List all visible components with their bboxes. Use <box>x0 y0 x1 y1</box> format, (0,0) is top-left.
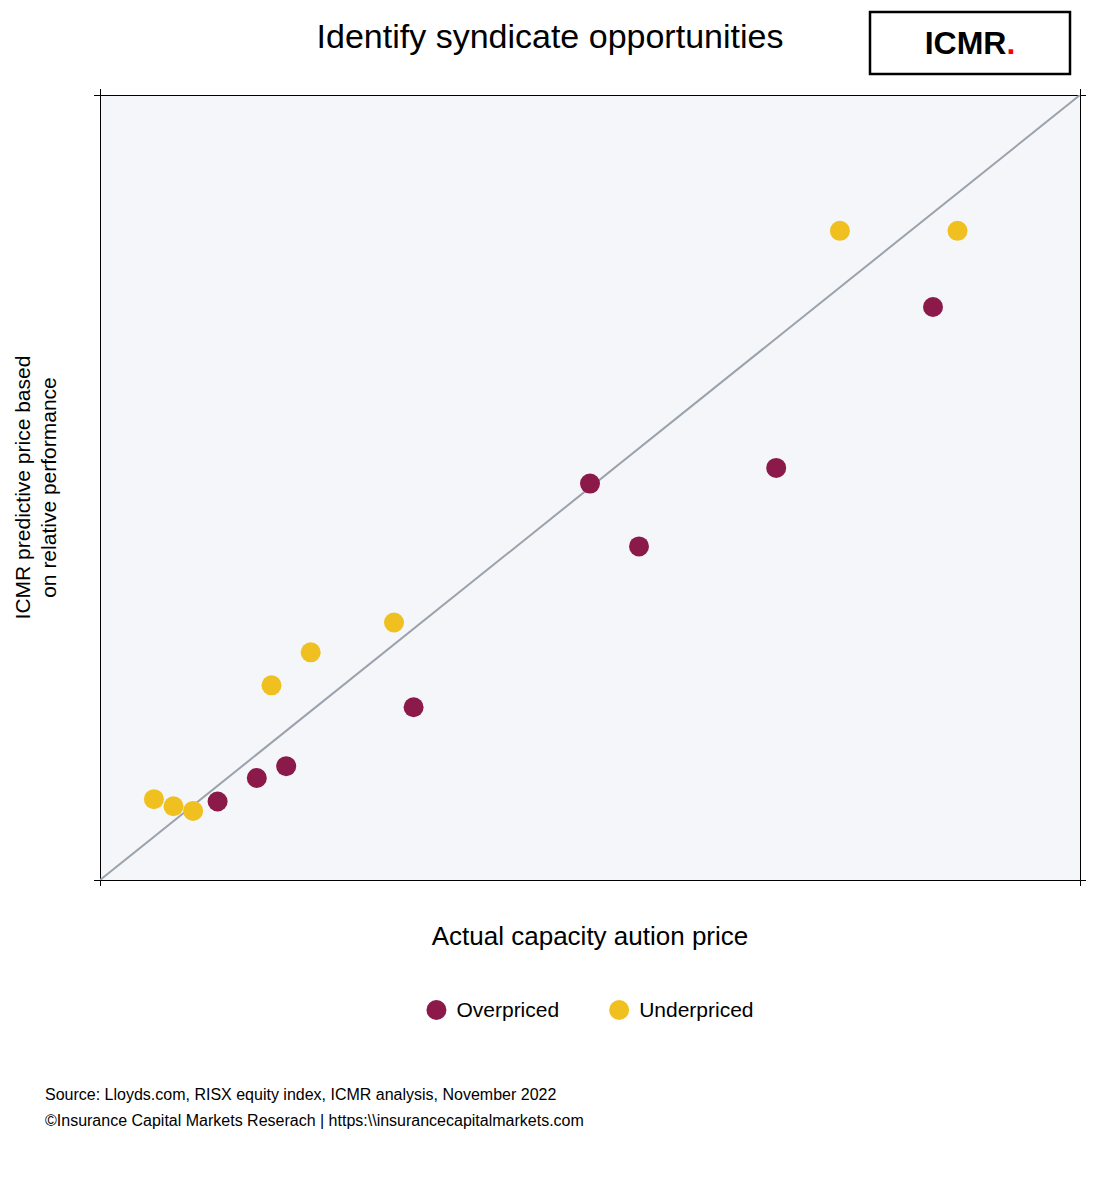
title: Identify syndicate opportunities <box>317 17 784 55</box>
series <box>208 297 943 812</box>
point <box>183 801 203 821</box>
y-axis-title-line: on relative performance <box>37 377 60 598</box>
point <box>923 297 943 317</box>
axis-line <box>101 89 1081 96</box>
x-axis-title: Actual capacity aution price <box>432 921 749 951</box>
annotation: . <box>1006 25 1015 61</box>
x-axis <box>101 881 1081 887</box>
point <box>580 474 600 494</box>
point <box>301 642 321 662</box>
point <box>144 789 164 809</box>
legend-item: Underpriced <box>609 998 753 1021</box>
plot-background <box>100 95 1080 880</box>
point <box>164 796 184 816</box>
point <box>629 536 649 556</box>
point <box>208 792 228 812</box>
point <box>766 458 786 478</box>
logo: ICMR. <box>870 12 1070 74</box>
point <box>384 613 404 633</box>
annotation: Source: Lloyds.com, RISX equity index, I… <box>45 1086 556 1103</box>
y-axis <box>94 96 101 881</box>
series <box>144 221 968 821</box>
plot-area <box>100 95 1080 880</box>
point <box>247 768 267 788</box>
annotation: ©Insurance Capital Markets Reserach | ht… <box>45 1112 584 1129</box>
y-axis-right <box>1081 96 1087 881</box>
y-axis-title-line: ICMR predictive price based <box>11 356 34 620</box>
legend: Overpriced Underpriced <box>426 998 753 1021</box>
point <box>830 221 850 241</box>
legend-marker <box>426 1000 446 1020</box>
legend-label: Overpriced <box>456 998 559 1021</box>
axis-line <box>1081 96 1087 881</box>
axis-line <box>94 96 101 881</box>
legend-item: Overpriced <box>426 998 559 1021</box>
axis-line <box>101 881 1081 887</box>
legend-marker <box>609 1000 629 1020</box>
chart: Identify syndicate opportunities ICMR. Act… <box>0 0 1113 1190</box>
reference-line <box>100 95 1080 880</box>
point <box>262 675 282 695</box>
x-axis-top <box>101 89 1081 96</box>
point <box>404 697 424 717</box>
y-axis-title: ICMR predictive price basedon relative p… <box>11 356 60 620</box>
point <box>948 221 968 241</box>
legend-label: Underpriced <box>639 998 753 1021</box>
annotation: ICMR <box>925 25 1007 61</box>
logo-box <box>870 12 1070 74</box>
logo-text: ICMR. <box>925 25 1016 61</box>
point <box>276 756 296 776</box>
